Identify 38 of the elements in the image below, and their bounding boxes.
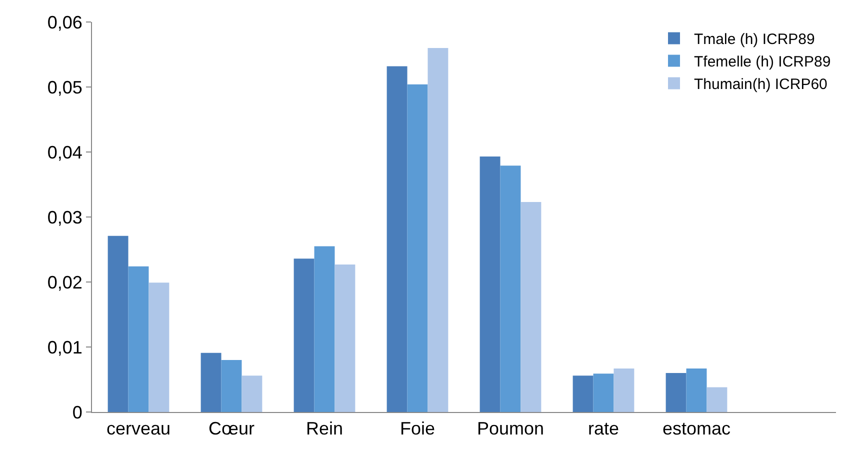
bar	[148, 282, 170, 412]
bar	[666, 373, 686, 412]
bar	[242, 376, 262, 412]
bar	[128, 266, 149, 412]
x-tick-label: Rein	[306, 418, 344, 439]
bar	[428, 48, 448, 412]
y-tick-label: 0,06	[47, 12, 82, 32]
x-tick-label: Foie	[400, 418, 436, 439]
y-tick-label: 0,02	[47, 272, 82, 292]
bar	[314, 246, 335, 412]
bar	[200, 352, 222, 412]
bar	[221, 360, 242, 412]
bar	[386, 66, 408, 412]
bar	[334, 264, 356, 412]
bar	[686, 368, 707, 412]
bar	[500, 166, 521, 412]
bar	[407, 84, 428, 412]
bar	[480, 156, 500, 412]
legend-label: Tmale (h) ICRP89	[694, 31, 815, 48]
x-tick-label: rate	[588, 418, 620, 439]
legend-label: Thumain(h) ICRP60	[694, 76, 828, 94]
bar	[614, 368, 634, 412]
x-tick-label: estomac	[662, 418, 731, 439]
y-tick-label: 0,04	[47, 142, 82, 162]
bar	[706, 387, 728, 412]
y-tick-label: 0,01	[47, 337, 82, 358]
bar	[108, 236, 128, 412]
y-tick-label: 0	[72, 402, 82, 422]
bar	[520, 202, 542, 412]
x-tick-label: Cœur	[208, 418, 254, 439]
x-tick-label: cerveau	[106, 418, 171, 439]
bar	[593, 374, 614, 412]
bar	[572, 376, 594, 412]
y-tick-label: 0,05	[47, 77, 82, 98]
legend-label: Tfemelle (h) ICRP89	[694, 54, 831, 71]
bar	[294, 258, 314, 412]
x-tick-label: Poumon	[476, 418, 544, 439]
y-tick-label: 0,03	[47, 207, 82, 228]
